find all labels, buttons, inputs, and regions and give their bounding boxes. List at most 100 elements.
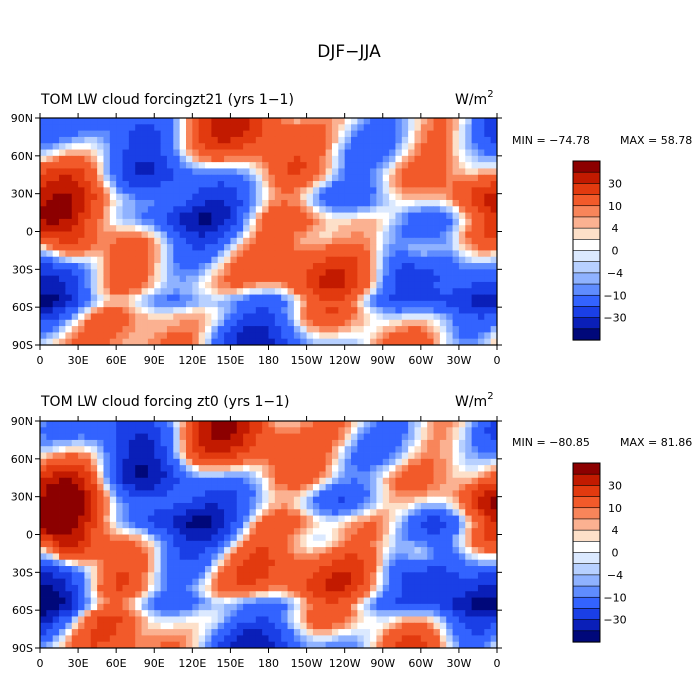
field-cell [141,578,149,586]
field-cell [46,118,54,125]
field-cell [408,521,415,529]
field-cell [465,136,473,144]
field-cell [281,174,288,182]
field-cell [236,155,244,163]
field-cell [300,136,307,144]
field-cell [427,275,434,283]
field-cell [306,118,314,125]
field-cell [122,237,130,245]
field-cell [325,155,333,163]
field-cell [211,275,219,283]
field-cell [205,218,212,226]
field-cell [52,458,60,466]
field-cell [192,603,200,611]
field-cell [103,275,111,283]
field-cell [40,263,47,270]
field-cell [166,572,174,580]
field-cell [452,421,460,428]
field-cell [357,294,365,302]
field-cell [103,477,111,485]
field-cell [287,250,295,258]
field-cell [293,433,301,441]
field-cell [109,559,117,567]
field-cell [262,313,269,321]
field-cell [306,244,314,251]
field-cell [351,584,358,592]
field-cell [217,616,225,624]
field-cell [84,528,92,535]
field-cell [465,502,473,510]
field-cell [122,427,130,435]
field-cell [300,225,307,232]
field-cell [103,465,111,472]
field-cell [255,484,263,491]
field-cell [84,465,92,472]
field-cell [300,118,307,125]
field-cell [389,421,396,428]
field-cell [363,421,371,428]
field-cell [40,206,47,213]
field-cell [325,528,333,535]
field-cell [224,572,231,580]
field-cell [147,421,155,428]
field-cell [198,218,206,226]
field-cell [401,319,409,327]
field-cell [46,465,54,472]
field-cell [331,332,339,340]
field-cell [179,496,187,504]
field-cell [312,610,320,617]
field-cell [224,502,231,510]
field-cell [65,130,73,138]
field-cell [433,496,441,504]
field-cell [135,149,142,157]
field-cell [325,225,333,232]
field-cell [370,130,377,138]
field-cell [128,610,136,617]
field-cell [198,572,206,580]
field-cell [287,446,295,453]
field-cell [141,484,149,491]
field-cell [135,566,142,573]
field-cell [395,187,403,195]
field-cell [262,465,269,472]
field-cell [84,433,92,441]
field-cell [312,118,320,125]
field-cell [97,162,104,169]
field-cell [40,566,47,573]
field-cell [300,332,307,340]
field-cell [160,326,168,333]
field-cell [122,250,130,258]
field-cell [465,332,473,340]
field-cell [408,288,415,295]
field-cell [338,610,346,617]
field-cell [211,307,219,314]
field-cell [477,187,485,195]
field-cell [116,521,123,529]
field-cell [236,275,244,283]
field-cell [236,572,244,580]
field-cell [160,155,168,163]
field-cell [154,534,161,542]
field-cell [249,584,257,592]
field-cell [376,559,384,567]
field-cell [59,326,66,333]
field-cell [90,553,98,561]
field-cell [446,572,453,580]
field-cell [192,597,200,605]
field-cell [312,566,320,573]
field-cell [351,225,358,232]
field-cell [243,168,250,176]
field-cell [420,515,428,523]
field-cell [363,124,371,132]
field-cell [344,244,352,251]
field-cell [262,231,269,239]
field-cell [382,124,390,132]
field-cell [293,534,301,542]
field-cell [192,502,200,510]
field-cell [420,439,428,447]
field-cell [90,199,98,207]
field-cell [173,439,181,447]
field-cell [370,603,377,611]
field-cell [287,244,295,251]
field-cell [325,439,333,447]
